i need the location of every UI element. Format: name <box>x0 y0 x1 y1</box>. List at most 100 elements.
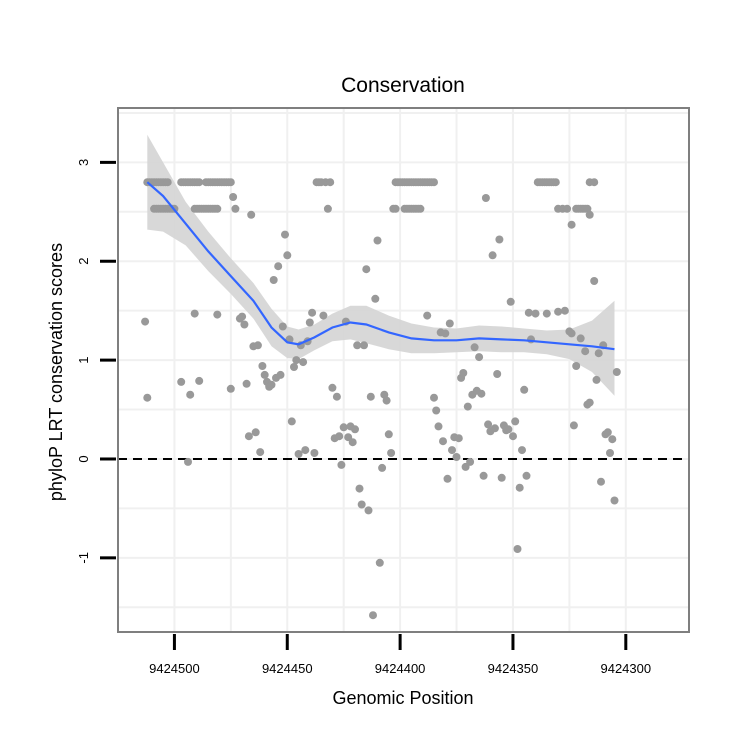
data-point <box>177 377 186 386</box>
data-point <box>606 449 614 457</box>
data-point <box>590 178 599 187</box>
data-point <box>195 178 204 187</box>
data-point <box>240 320 249 329</box>
data-point <box>490 424 499 433</box>
data-point <box>226 384 235 393</box>
y-axis-label: phyloP LRT conservation scores <box>46 243 66 501</box>
data-point <box>213 310 222 319</box>
y-tick-label: 0 <box>76 455 91 462</box>
confidence-band <box>147 134 615 396</box>
data-point <box>488 251 497 260</box>
data-point <box>560 306 569 315</box>
data-point <box>441 329 450 338</box>
data-point <box>484 420 493 429</box>
data-point <box>522 471 531 480</box>
data-point <box>432 406 441 415</box>
scatter-points <box>141 178 621 620</box>
data-point <box>371 294 380 303</box>
data-point <box>592 375 601 384</box>
data-point <box>369 611 377 620</box>
data-point <box>416 204 425 213</box>
data-point <box>274 262 283 271</box>
data-point <box>294 450 303 458</box>
data-point <box>299 358 308 367</box>
data-point <box>281 230 289 239</box>
data-point <box>583 204 592 213</box>
data-point <box>366 392 375 401</box>
data-point <box>163 178 172 187</box>
chart-title: Conservation <box>341 74 465 97</box>
data-point <box>554 307 563 316</box>
data-point <box>466 457 475 466</box>
data-point <box>278 322 287 331</box>
data-point <box>238 312 247 321</box>
data-point <box>594 349 603 358</box>
data-point <box>563 204 572 213</box>
data-point <box>229 193 238 201</box>
data-point <box>305 318 314 327</box>
data-point <box>518 446 526 455</box>
data-point <box>287 417 296 426</box>
data-point <box>301 446 310 455</box>
x-tick-label: 9424300 <box>600 661 651 676</box>
data-point <box>337 460 346 469</box>
data-point <box>610 496 619 505</box>
data-point <box>391 204 400 213</box>
data-point <box>360 341 368 350</box>
x-axis-ticks: 9424500 9424450 9424400 9424350 9424300 <box>149 634 651 676</box>
data-point <box>585 398 594 407</box>
data-point <box>326 178 335 187</box>
data-point <box>434 422 443 431</box>
data-point <box>608 435 617 444</box>
panel-border <box>117 107 690 633</box>
data-point <box>384 430 393 439</box>
data-point <box>143 393 152 402</box>
data-point <box>493 370 502 378</box>
data-point <box>513 545 522 553</box>
data-point <box>283 251 292 260</box>
data-point <box>378 463 387 472</box>
x-axis-label: Genomic Position <box>332 688 473 708</box>
data-point <box>520 385 529 394</box>
data-point <box>479 471 488 480</box>
data-point <box>244 432 253 441</box>
data-point <box>504 425 513 434</box>
data-point <box>511 417 520 426</box>
data-point <box>567 220 576 229</box>
data-point <box>184 457 192 466</box>
smooth-line <box>146 181 615 351</box>
data-point <box>509 432 517 441</box>
data-point <box>247 210 256 219</box>
data-point <box>430 178 438 187</box>
data-point <box>251 428 260 437</box>
data-point <box>463 402 472 411</box>
data-point <box>195 376 204 385</box>
data-point <box>423 311 432 320</box>
data-point <box>256 448 265 457</box>
data-point <box>190 309 199 318</box>
confidence-band-area <box>147 134 615 396</box>
smooth-curve-path <box>146 181 615 351</box>
data-point <box>310 449 319 457</box>
data-point <box>382 396 391 405</box>
data-point <box>308 308 317 317</box>
data-point <box>470 343 479 352</box>
data-point <box>213 204 222 213</box>
x-tick-label: 9424450 <box>262 661 313 676</box>
y-tick-label: -1 <box>76 552 91 564</box>
data-point <box>269 276 278 284</box>
data-point <box>581 347 590 356</box>
data-point <box>242 379 251 388</box>
data-point <box>567 329 576 338</box>
data-point <box>551 178 560 187</box>
data-point <box>231 204 240 213</box>
data-point <box>443 474 452 483</box>
data-point <box>515 483 524 492</box>
data-point <box>323 204 332 213</box>
data-point <box>335 432 344 441</box>
data-point <box>569 421 578 430</box>
data-point <box>332 392 341 401</box>
data-point <box>481 194 490 202</box>
data-point <box>387 449 396 457</box>
